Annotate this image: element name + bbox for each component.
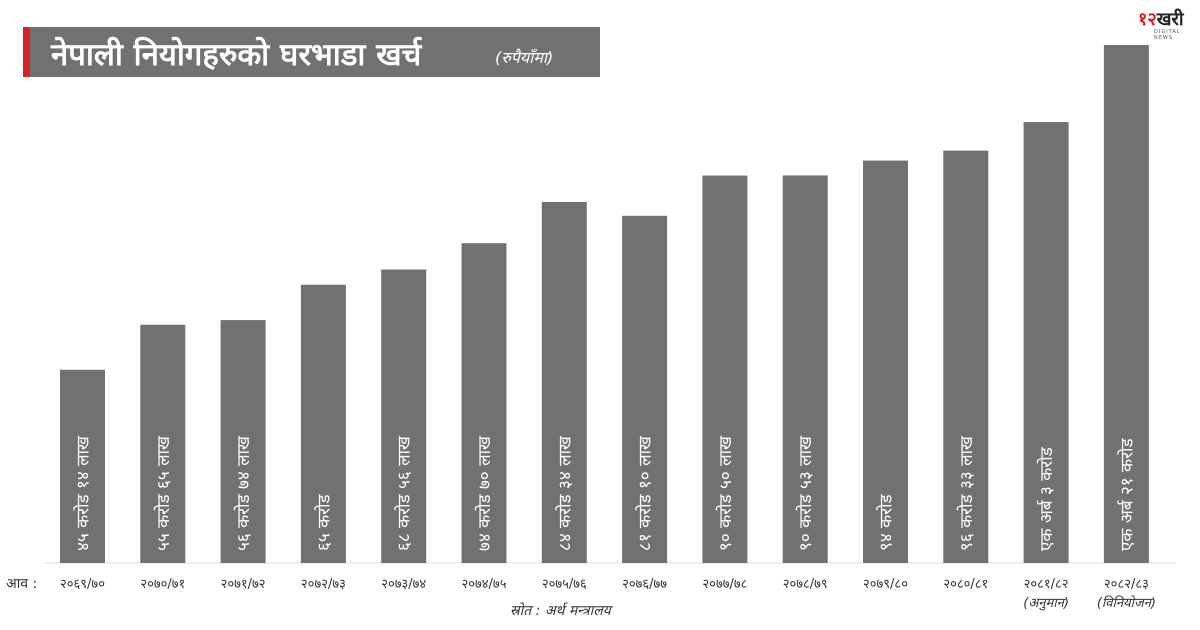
x-tick-note: (अनुमान)	[1023, 596, 1069, 611]
x-tick-label: २०६९/७०	[60, 577, 105, 592]
x-tick-label: २०७७/७८	[702, 577, 747, 592]
x-tick-label: २०८०/८१	[943, 577, 988, 592]
title-accent-bar	[23, 27, 30, 77]
site-logo[interactable]: १२खरी DIGITAL NEWS	[1138, 7, 1192, 41]
x-tick-label: २०७०/७१	[140, 577, 185, 592]
x-tick-label: २०७१/७२	[221, 577, 266, 592]
logo-mark: १२खरी	[1138, 7, 1192, 31]
x-tick-label: २०७९/८०	[863, 577, 908, 592]
bar-value-label: ४५ करोड १४ लाख	[73, 435, 94, 551]
bar-12	[1023, 122, 1069, 563]
bar-value-label: ७४ करोड ७० लाख	[474, 435, 495, 551]
bar-value-label: ६५ करोड	[313, 494, 334, 551]
bar-value-label: ९४ करोड	[876, 494, 897, 551]
title-box: नेपाली नियोगहरुको घरभाडा खर्च (रुपैयाँमा…	[23, 27, 600, 77]
bar-8	[702, 175, 748, 563]
bar-9	[782, 175, 828, 563]
x-tick-label: २०७३/७४	[381, 577, 426, 592]
source-note: स्रोत : अर्थ मन्त्रालय	[510, 603, 611, 619]
bar-value-label: ५६ करोड ७४ लाख	[233, 435, 254, 551]
bars-group: ४५ करोड १४ लाख ५५ करोड ६५ लाख ५६ करोड ७४ ल…	[60, 45, 1149, 564]
x-tick-label: २०७५/७६	[542, 577, 587, 592]
bar-2	[220, 320, 266, 563]
bar-value-label: ६८ करोड ५६ लाख	[394, 435, 415, 551]
logo-number: १२	[1138, 9, 1157, 30]
x-tick-label: २०७२/७३	[301, 577, 346, 592]
bar-13	[1103, 45, 1149, 563]
chart-title: नेपाली नियोगहरुको घरभाडा खर्च	[51, 37, 422, 73]
bar-value-label: एक अर्ब २१ करोड	[1116, 438, 1137, 551]
bar-1	[140, 324, 186, 563]
bar-value-label: ९६ करोड ३३ लाख	[956, 435, 977, 551]
bar-7	[622, 215, 668, 563]
logo-text: खरी	[1156, 9, 1184, 30]
bar-3	[300, 284, 346, 563]
bar-10	[863, 160, 908, 563]
x-tick-label: २०८१/८२	[1024, 577, 1069, 592]
x-tick-note: (विनियोजन)	[1097, 595, 1156, 611]
bar-5	[461, 243, 507, 564]
bar-value-label: ५५ करोड ६५ लाख	[153, 435, 174, 551]
bar-value-label: ८४ करोड ३४ लाख	[554, 435, 575, 551]
bar-6	[541, 201, 587, 563]
x-tick-label: २०७८/७९	[783, 577, 828, 592]
x-tick-label: २०७४/७५	[462, 577, 507, 592]
bar-value-label: ९० करोड ५० लाख	[715, 435, 736, 551]
x-axis-prefix: आव :	[6, 576, 38, 592]
bar-value-label: ९० करोड ५३ लाख	[795, 435, 816, 551]
x-tick-label: २०७६/७७	[622, 577, 667, 592]
logo-tagline: DIGITAL NEWS	[1154, 29, 1181, 41]
bar-value-label: ८१ करोड १० लाख	[635, 435, 656, 551]
chart-unit: (रुपैयाँमा)	[495, 48, 554, 67]
bar-0	[60, 369, 105, 563]
bar-4	[381, 269, 427, 563]
x-tick-labels: २०६९/७० २०७०/७१ २०७१/७२ २०७२/७३ २०७३/७४ २०७४/…	[60, 577, 1156, 611]
bar-value-label: एक अर्ब ३ करोड	[1036, 446, 1057, 551]
bar-11	[943, 150, 989, 563]
x-tick-label: २०८२/८३	[1104, 577, 1149, 592]
